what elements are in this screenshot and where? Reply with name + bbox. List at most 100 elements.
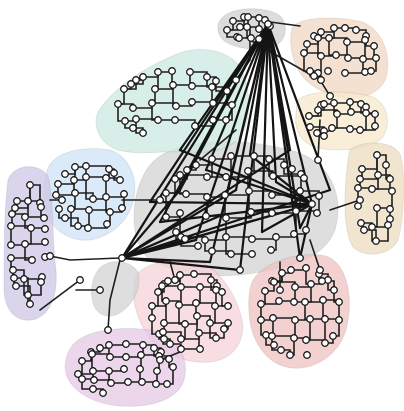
node-tan [373,151,381,159]
node-center [248,250,256,258]
node-magenta [99,389,107,397]
hub-edge [266,22,278,184]
node-magenta [137,351,145,359]
cluster-region-cream [295,91,388,151]
node-top-right [303,40,311,48]
node-blue [61,170,69,178]
cluster-region-tan [344,142,404,255]
node-cream [313,129,321,137]
node-pink [212,334,220,342]
node-center [250,152,258,160]
node-connector [46,252,54,260]
hub-edge [178,148,314,206]
node-magenta [163,380,171,388]
node-center [268,209,276,217]
node-red [257,300,265,308]
hub-edge [204,22,270,172]
node-teal [186,68,194,76]
node-center [201,236,209,244]
node-teal [139,129,147,137]
node-connector [76,276,84,284]
node-red [335,298,343,306]
node-pink [196,283,204,291]
node-top-right [343,38,351,46]
node-pink [224,319,232,327]
node-pink [148,314,156,322]
node-purple [41,238,49,246]
node-red [321,315,329,323]
node-purple [10,274,18,282]
hub-edge [120,256,242,272]
node-top-right [332,51,340,59]
node-top [236,23,244,31]
node-red [291,283,299,291]
node-center [192,161,200,169]
node-magenta [124,378,132,386]
node-connector [356,196,364,204]
node-magenta [122,353,130,361]
node-pink [148,302,156,310]
node-top-right [367,67,375,75]
node-center [315,192,323,200]
node-magenta [138,378,146,386]
node-teal [188,82,196,90]
node-magenta [78,375,86,383]
node-center [267,246,275,254]
node-teal [132,76,140,84]
node-center [290,230,298,238]
node-pink [218,288,226,296]
cluster-region-red [248,253,350,369]
node-pink [195,329,203,337]
node-magenta [150,344,158,352]
node-center [292,207,300,215]
node-center [248,235,256,243]
node-top-right [310,72,318,80]
node-magenta [122,340,130,348]
node-connector [326,92,334,100]
node-blue [54,180,62,188]
node-tan [368,223,376,231]
node-blue [102,174,110,182]
hub-edge [148,22,270,204]
node-purple [24,291,32,299]
node-red [290,334,298,342]
node-cream [371,110,379,118]
node-cream [320,100,328,108]
node-blue [120,190,128,198]
hub-edge [120,148,292,260]
node-center [194,242,202,250]
node-pink [181,320,189,328]
hub-edge [120,22,270,260]
node-center [280,161,288,169]
hub-edge [234,22,270,192]
node-teal [168,67,176,75]
node-pink [206,319,214,327]
node-red [335,316,343,324]
node-red [278,269,286,277]
node-red [302,264,310,272]
node-cream [333,110,341,118]
hub-edge [120,188,238,260]
node-cream [371,122,379,130]
node-center [300,174,308,182]
node-pink [220,325,228,333]
node-top-right [317,28,325,36]
node-teal [172,102,180,110]
node-red [287,266,295,274]
node-red [257,316,265,324]
node-top-right [306,67,314,75]
node-red [329,332,337,340]
node-top-right [330,24,338,32]
node-tan [354,184,362,192]
node-purple [26,181,34,189]
edge-purple [13,277,29,296]
node-top [235,34,243,42]
node-teal [191,122,199,130]
node-red [302,336,310,344]
node-magenta [105,341,113,349]
node-teal [154,68,162,76]
node-center [222,173,230,181]
node-cream [305,112,313,120]
node-center [183,166,191,174]
node-purple [27,224,35,232]
